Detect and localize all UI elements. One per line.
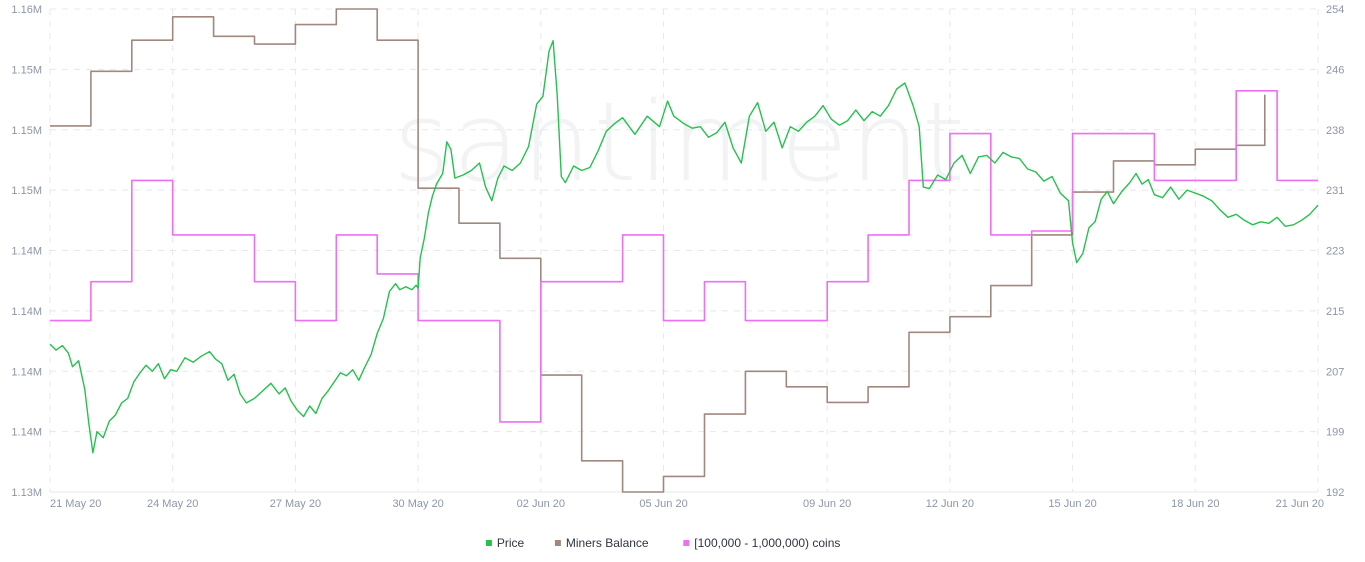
x-axis-tick-label: 15 Jun 20 — [1048, 498, 1096, 510]
axes: 1.13M 192 1.14M 199 1.14M 207 1.14M 215 1.14M 223… — [11, 4, 1344, 510]
legend-item-100-000-1-000-000-coins[interactable]: [100,000 - 1,000,000) coins — [683, 536, 840, 550]
x-axis-tick-label: 18 Jun 20 — [1171, 498, 1219, 510]
legend-label: [100,000 - 1,000,000) coins — [694, 536, 840, 550]
right-axis-tick-label: 223 — [1326, 246, 1344, 258]
left-axis-tick-label: 1.14M — [11, 246, 42, 258]
x-axis-tick-label: 24 May 20 — [147, 498, 198, 510]
x-axis-tick-label: 02 Jun 20 — [517, 498, 565, 510]
legend-swatch — [683, 540, 690, 546]
legend: Price Miners Balance [100,000 - 1,000,000)… — [485, 536, 840, 550]
x-axis-tick-label: 12 Jun 20 — [926, 498, 974, 510]
right-axis-tick-label: 192 — [1326, 487, 1344, 499]
series-line-price — [49, 40, 1319, 454]
right-axis-tick-label: 238 — [1326, 125, 1344, 137]
right-axis-tick-label: 207 — [1326, 366, 1344, 378]
legend-label: Miners Balance — [566, 536, 649, 550]
x-axis-tick-label: 21 Jun 20 — [1276, 498, 1324, 510]
series-layer — [49, 8, 1319, 493]
left-axis-tick-label: 1.16M — [11, 4, 42, 16]
legend-swatch — [554, 540, 561, 546]
x-axis-tick-label: 21 May 20 — [50, 498, 101, 510]
x-axis-tick-label: 05 Jun 20 — [639, 498, 687, 510]
grid — [49, 8, 1319, 493]
legend-item-miners-balance[interactable]: Miners Balance — [554, 536, 649, 550]
series-line-100-000-1-000-000-coins — [50, 90, 1318, 423]
legend-label: Price — [497, 536, 525, 550]
right-axis-tick-label: 231 — [1326, 185, 1344, 197]
left-axis-tick-label: 1.15M — [11, 64, 42, 76]
left-axis-tick-label: 1.14M — [11, 427, 42, 439]
legend-swatch — [485, 540, 492, 546]
x-axis-tick-label: 30 May 20 — [392, 498, 443, 510]
watermark: santiment — [393, 78, 967, 206]
left-axis-tick-label: 1.14M — [11, 306, 42, 318]
right-axis-tick-label: 254 — [1326, 4, 1344, 16]
right-axis-tick-label: 199 — [1326, 427, 1344, 439]
left-axis-tick-label: 1.15M — [11, 185, 42, 197]
legend-item-price[interactable]: Price — [485, 536, 525, 550]
right-axis-tick-label: 246 — [1326, 64, 1344, 76]
x-axis-tick-label: 27 May 20 — [270, 498, 321, 510]
right-axis-tick-label: 215 — [1326, 306, 1344, 318]
x-axis-tick-label: 09 Jun 20 — [803, 498, 851, 510]
left-axis-tick-label: 1.14M — [11, 366, 42, 378]
left-axis-tick-label: 1.13M — [11, 487, 42, 499]
left-axis-tick-label: 1.15M — [11, 125, 42, 137]
